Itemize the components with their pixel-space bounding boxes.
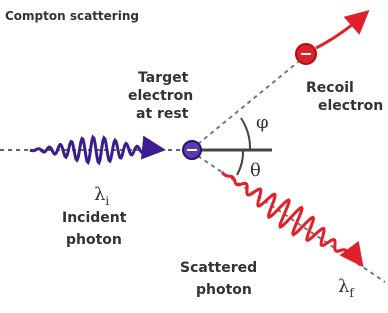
lambda: λ (94, 184, 105, 205)
recoil-electron (296, 44, 316, 64)
title: Compton scattering (5, 9, 139, 23)
scattered-wavelength: λf (338, 276, 355, 300)
incident-label: photon (66, 232, 122, 248)
compton-diagram: Compton scattering Target electron at re… (0, 0, 388, 313)
target-label: Target (138, 70, 189, 86)
subscript: f (349, 286, 355, 300)
recoil-label: electron (318, 98, 383, 114)
recoil-arrow (316, 14, 365, 48)
subscript: i (105, 194, 109, 208)
theta-label: θ (250, 160, 261, 181)
phi-arc (241, 118, 250, 150)
target-label: at rest (136, 106, 189, 122)
incident-label: Incident (62, 210, 127, 226)
theta-arc (237, 150, 243, 175)
incident-wavelength: λi (94, 184, 109, 208)
target-label: electron (128, 88, 193, 104)
target-electron (183, 141, 201, 159)
scattered-wave (222, 172, 360, 263)
phi-label: φ (256, 112, 269, 133)
recoil-label: Recoil (306, 80, 354, 96)
scattered-label: Scattered (180, 260, 257, 276)
lambda: λ (338, 276, 349, 297)
scattered-label: photon (196, 282, 252, 298)
